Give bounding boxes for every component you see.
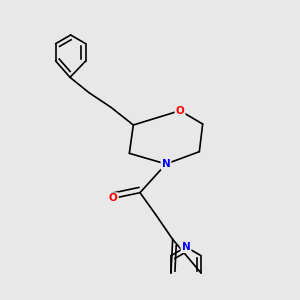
Text: O: O [176,106,184,116]
Text: O: O [109,193,118,203]
Text: N: N [182,242,190,252]
Text: N: N [162,159,170,169]
